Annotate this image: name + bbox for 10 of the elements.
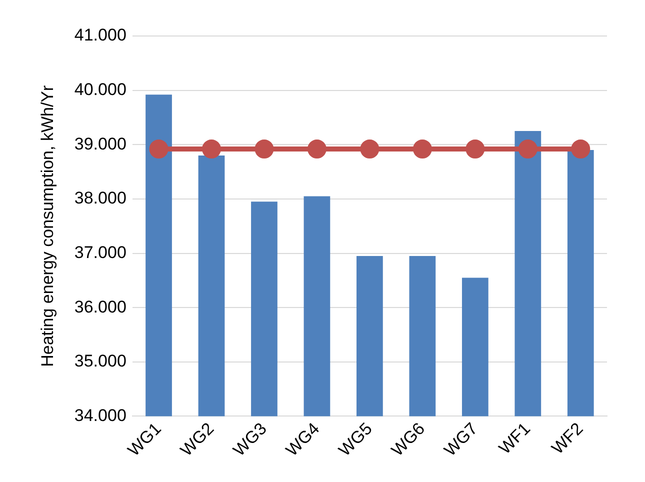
x-tick-label: WF1 bbox=[495, 419, 534, 458]
y-axis-title: Heating energy consumption, kWh/Yr bbox=[38, 84, 57, 367]
y-tick-label: 37.000 bbox=[74, 242, 126, 262]
y-tick-label: 35.000 bbox=[74, 352, 126, 371]
y-tick-label: 39.000 bbox=[74, 134, 126, 154]
y-tick-label: 38.000 bbox=[74, 188, 126, 208]
y-tick-label: 40.000 bbox=[74, 80, 126, 99]
y-tick-label: 41.000 bbox=[74, 26, 126, 45]
y-tick-label: 36.000 bbox=[74, 297, 126, 316]
y-tick-label: 34.000 bbox=[74, 406, 126, 425]
